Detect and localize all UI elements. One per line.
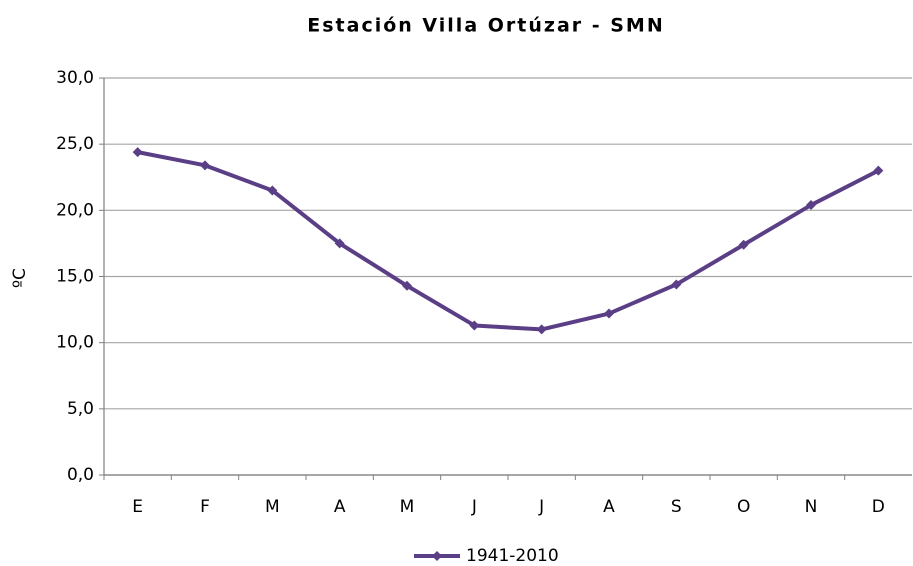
x-tick-label: D [872,497,885,517]
marker [402,280,412,291]
marker [469,320,480,331]
y-tick-label: 10,0 [56,333,94,353]
x-tick-label: M [400,497,415,517]
marker [132,147,143,158]
legend-marker [432,551,442,561]
x-tick-label: J [471,497,477,517]
x-tick-label: A [603,497,615,517]
y-tick-label: 0,0 [67,465,94,485]
x-tick-label: S [671,497,682,517]
marker [267,185,278,196]
marker [536,324,547,335]
x-tick-label: J [538,497,544,517]
y-tick-label: 20,0 [56,200,94,220]
x-tick-label: M [265,497,280,517]
marker [738,239,749,250]
y-tick-label: 30,0 [56,68,94,88]
x-tick-label: N [805,497,818,517]
chart-title: Estación Villa Ortúzar - SMN [307,15,665,37]
y-tick-label: 5,0 [67,399,94,419]
x-tick-label: O [737,497,750,517]
y-tick-label: 15,0 [56,267,94,287]
marker [334,238,345,249]
x-tick-label: F [200,497,210,517]
y-axis-label: ºC [10,268,30,288]
legend-label: 1941-2010 [466,546,559,566]
x-tick-label: A [334,497,346,517]
marker [200,160,210,171]
marker [671,279,682,290]
y-tick-label: 25,0 [56,134,94,154]
x-tick-label: E [132,497,143,517]
marker [873,165,884,176]
line [137,150,880,332]
marker [604,308,614,319]
marker [806,200,816,211]
